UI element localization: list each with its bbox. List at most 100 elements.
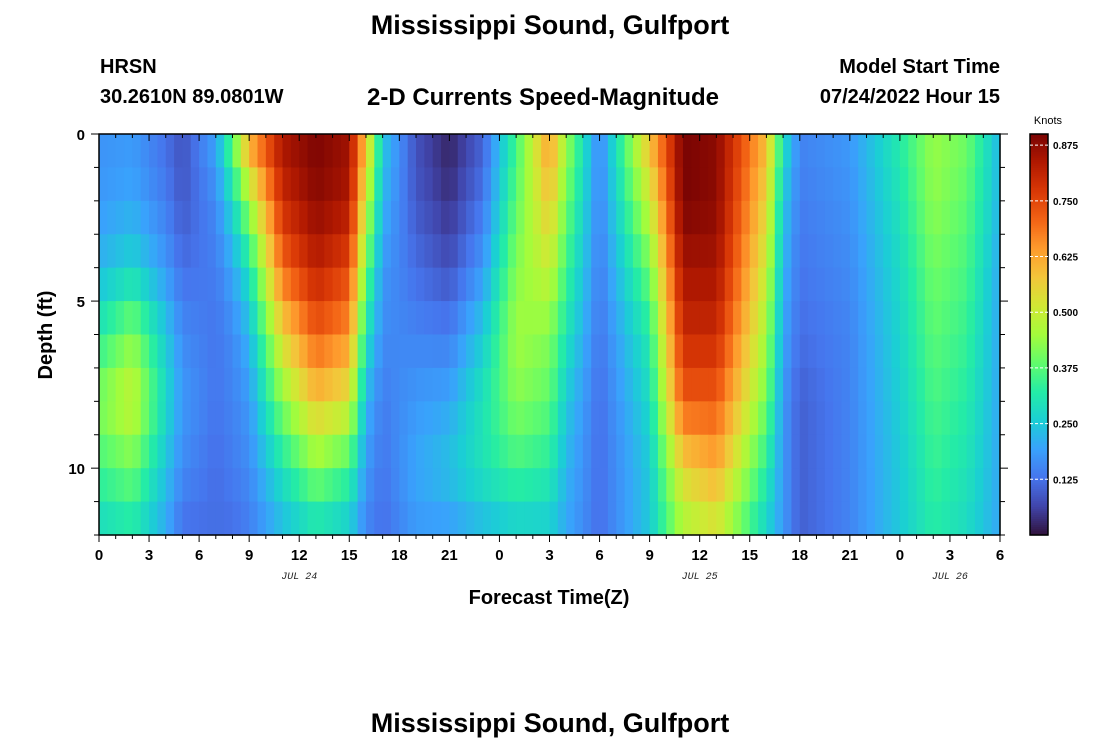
heatmap-cell: [599, 367, 609, 402]
heatmap-cell: [282, 267, 292, 302]
heatmap-cell: [224, 267, 234, 302]
heatmap-cell: [115, 501, 125, 536]
heatmap-cell: [257, 334, 267, 369]
colorbar-segment: [1030, 140, 1048, 143]
heatmap-cell: [407, 334, 417, 369]
heatmap-cell: [157, 501, 167, 536]
colorbar-segment: [1030, 180, 1048, 183]
heatmap-cell: [599, 234, 609, 269]
heatmap-cell: [849, 234, 859, 269]
colorbar-segment: [1030, 274, 1048, 277]
heatmap-cell: [207, 401, 217, 436]
colorbar-segment: [1030, 168, 1048, 171]
heatmap-cell: [424, 334, 434, 369]
heatmap-cell: [307, 434, 317, 469]
heatmap-cell: [299, 401, 309, 436]
colorbar-segment: [1030, 356, 1048, 360]
heatmap-cell: [833, 434, 843, 469]
heatmap-cell: [883, 468, 893, 503]
colorbar-segment: [1030, 182, 1048, 185]
heatmap-cell: [407, 234, 417, 269]
heatmap-cell: [165, 200, 175, 235]
heatmap-cell: [441, 367, 450, 402]
heatmap-cell: [891, 334, 901, 369]
heatmap-cell: [566, 334, 576, 369]
heatmap-cell: [182, 234, 192, 269]
heatmap-cell: [566, 501, 576, 536]
heatmap-cell: [215, 301, 225, 336]
colorbar-segment: [1030, 172, 1048, 175]
heatmap-cell: [858, 301, 868, 336]
heatmap-cell: [816, 134, 826, 169]
heatmap-cell: [224, 200, 234, 235]
heatmap-cell: [107, 134, 117, 169]
heatmap-cell: [666, 301, 676, 336]
heatmap-cell: [165, 234, 175, 269]
heatmap-cell: [499, 200, 509, 235]
colorbar-segment: [1030, 344, 1048, 348]
heatmap-cell: [983, 468, 993, 503]
heatmap-cell: [416, 468, 425, 503]
heatmap-cell: [324, 434, 334, 469]
heatmap-cell: [424, 234, 434, 269]
colorbar-segment: [1030, 246, 1048, 249]
heatmap-cell: [332, 234, 342, 269]
heatmap-cell: [657, 501, 667, 536]
heatmap-cell: [766, 301, 776, 336]
heatmap-cell: [933, 234, 943, 269]
heatmap-cell: [265, 200, 275, 235]
heatmap-cell: [632, 434, 642, 469]
heatmap-cell: [758, 267, 767, 302]
heatmap-cell: [966, 334, 976, 369]
heatmap-cell: [240, 501, 250, 536]
heatmap-cell: [574, 234, 584, 269]
heatmap-cell: [457, 134, 467, 169]
heatmap-cell: [616, 334, 626, 369]
heatmap-cell: [666, 234, 676, 269]
heatmap-cell: [257, 200, 267, 235]
heatmap-cell: [733, 434, 742, 469]
heatmap-cell: [582, 501, 592, 536]
x-tick-label: 12: [291, 547, 308, 564]
heatmap-cell: [699, 134, 709, 169]
heatmap-cell: [516, 167, 526, 202]
heatmap-cell: [449, 234, 459, 269]
heatmap-cell: [499, 334, 509, 369]
heatmap-cell: [466, 367, 476, 402]
heatmap-cell: [224, 167, 234, 202]
heatmap-cell: [491, 234, 501, 269]
heatmap-cell: [390, 267, 400, 302]
heatmap-cell: [641, 267, 651, 302]
heatmap-cell: [449, 301, 459, 336]
heatmap-cell: [190, 200, 200, 235]
colorbar-segment: [1030, 294, 1048, 297]
heatmap-cell: [232, 167, 242, 202]
heatmap-cell: [682, 334, 692, 369]
colorbar-segment: [1030, 414, 1048, 418]
heatmap-cell: [557, 234, 567, 269]
y-tick-label: 0: [77, 127, 85, 144]
heatmap-cell: [599, 267, 609, 302]
heatmap-cell: [140, 468, 150, 503]
heatmap-cell: [991, 134, 1001, 169]
heatmap-cell: [207, 134, 217, 169]
heatmap-cell: [257, 468, 267, 503]
heatmap-cell: [274, 334, 284, 369]
heatmap-cell: [791, 434, 801, 469]
heatmap-cell: [941, 468, 951, 503]
colorbar-segment: [1030, 298, 1048, 302]
heatmap-cell: [474, 234, 484, 269]
colorbar-segment: [1030, 404, 1048, 408]
heatmap-cell: [966, 167, 976, 202]
heatmap-cell: [649, 267, 659, 302]
heatmap-cell: [390, 468, 400, 503]
heatmap-cell: [124, 501, 133, 536]
colorbar-segment: [1030, 240, 1048, 243]
heatmap-cell: [174, 468, 184, 503]
heatmap-cell: [307, 234, 317, 269]
heatmap-cell: [349, 434, 359, 469]
heatmap-cell: [307, 167, 317, 202]
heatmap-cell: [516, 501, 526, 536]
heatmap-cell: [232, 301, 242, 336]
